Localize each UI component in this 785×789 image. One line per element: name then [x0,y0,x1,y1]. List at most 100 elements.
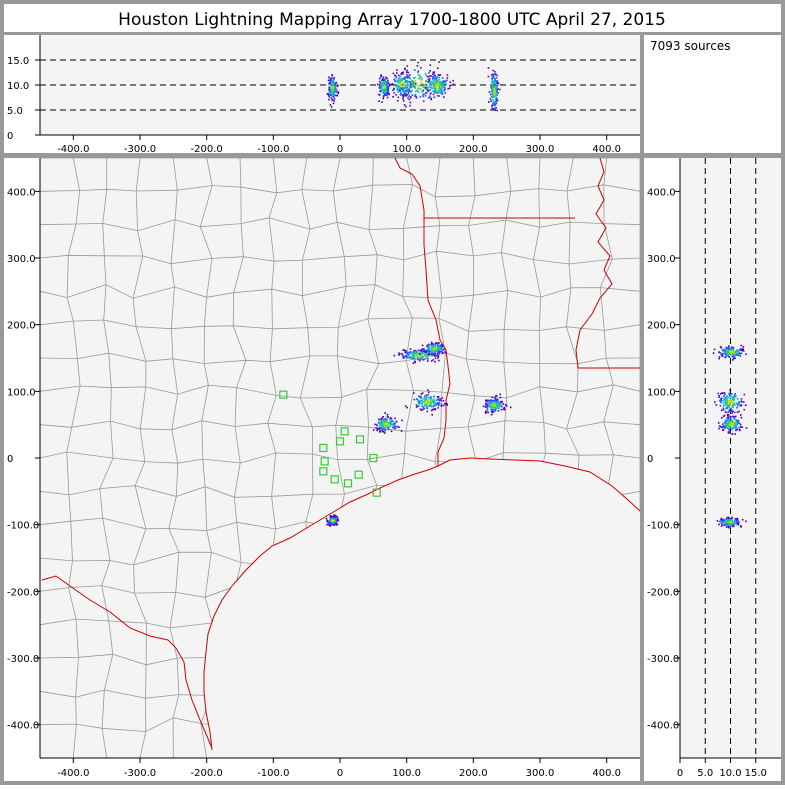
map-point [437,407,439,409]
map-point [446,402,448,405]
map-point [334,522,337,524]
altitude-point [440,81,442,84]
map-point [327,522,330,525]
ns-point [722,392,724,395]
map-point [382,416,384,418]
ns-y-tick-label: 300.0 [647,254,676,265]
map-point [404,351,406,353]
altitude-point [406,86,409,88]
ns-point [739,352,741,355]
map-x-tick-label: 300.0 [526,768,555,779]
altitude-point [416,65,419,67]
altitude-point [443,84,446,86]
altitude-point [405,93,407,95]
map-point [328,520,331,523]
altitude-point [332,86,335,88]
altitude-point [439,91,441,93]
map-point [415,406,418,408]
map-point [434,350,437,352]
ns-point [719,520,721,523]
altitude-point [415,90,417,93]
map-point [335,518,338,521]
map-point [376,423,378,426]
altitude-point [492,80,495,82]
altitude-point [330,84,333,86]
ns-point [727,432,730,434]
map-point [384,418,387,421]
map-point [415,354,417,356]
altitude-point [387,87,390,90]
ns-point [713,348,716,351]
map-point [427,360,429,362]
altitude-x-tick-label: 100.0 [392,144,421,155]
map-point [429,347,431,349]
altitude-point [492,69,494,72]
map-point [433,398,435,401]
altitude-point [407,80,410,83]
altitude-point [433,71,436,73]
ns-point [722,521,724,523]
map-point [437,357,439,359]
map-point [487,411,489,414]
altitude-point [494,91,496,94]
altitude-point [435,82,438,85]
altitude-point [495,97,498,99]
ns-point [724,422,727,424]
altitude-point [399,90,402,93]
map-point [414,358,416,360]
altitude-point [379,80,381,83]
map-point [379,431,381,433]
altitude-point [331,98,333,101]
ns-point [725,407,727,410]
ns-point [719,345,722,348]
altitude-point [429,75,431,77]
map-point [441,344,443,347]
altitude-point [329,94,331,96]
map-point [436,346,438,348]
ns-point [731,433,734,435]
altitude-point [432,93,435,96]
ns-point [739,428,741,431]
ns-point [730,350,732,352]
altitude-point [434,80,437,82]
map-cluster [419,341,447,358]
ns-point [731,355,734,357]
altitude-point [397,90,400,92]
altitude-point [491,88,493,91]
ns-point [737,354,740,357]
altitude-point [382,88,384,91]
ns-point [729,431,731,434]
map-point [328,522,331,525]
altitude-point [384,81,386,83]
map-point [438,399,440,401]
map-point [430,404,432,406]
altitude-point [407,91,410,93]
map-point [434,351,436,353]
ns-point [730,428,733,431]
map-point [390,417,393,420]
map-point [381,424,383,426]
map-point [331,517,333,519]
map-point [427,389,429,391]
map-point [388,426,390,428]
ns-point [732,396,734,399]
map-point [495,394,498,397]
altitude-point [438,84,440,86]
ns-point [729,398,731,401]
map-x-tick-label: -300.0 [124,768,156,779]
altitude-point [403,78,406,80]
altitude-point [408,98,411,101]
ns-point [731,420,733,423]
altitude-point [438,87,441,89]
altitude-point [395,94,397,96]
altitude-point [444,86,446,88]
altitude-point [417,61,420,64]
map-point [417,353,420,355]
map-point [412,351,415,354]
ns-point [732,422,734,424]
altitude-point [490,100,492,102]
altitude-point [445,83,447,85]
altitude-point [438,76,441,79]
ns-point [725,522,727,524]
altitude-point [395,74,397,77]
